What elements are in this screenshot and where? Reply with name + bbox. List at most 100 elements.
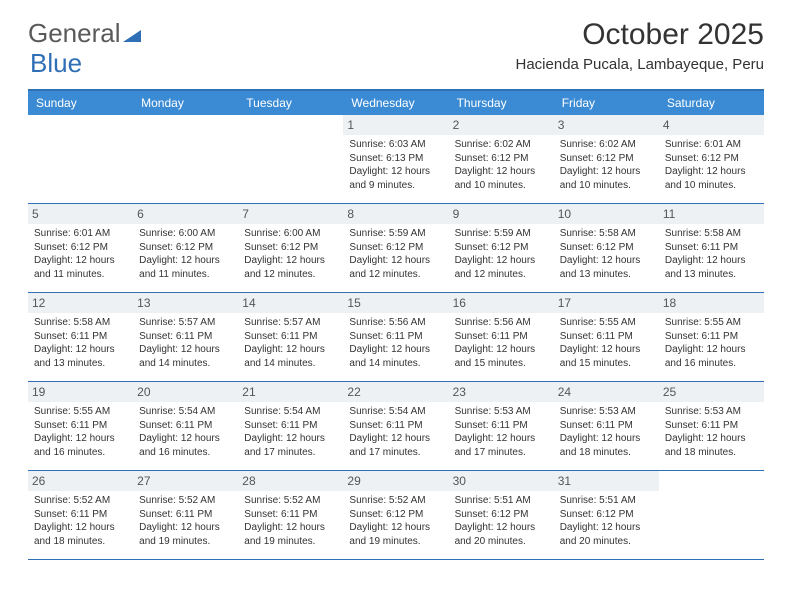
week-row: 1Sunrise: 6:03 AMSunset: 6:13 PMDaylight… <box>28 115 764 204</box>
sunrise-text: Sunrise: 5:58 AM <box>560 227 653 241</box>
dl1-text: Daylight: 12 hours <box>139 343 232 357</box>
day-number: 10 <box>554 204 659 224</box>
calendar-cell <box>238 115 343 203</box>
sunrise-text: Sunrise: 5:51 AM <box>560 494 653 508</box>
day-number: 5 <box>28 204 133 224</box>
week-row: 12Sunrise: 5:58 AMSunset: 6:11 PMDayligh… <box>28 293 764 382</box>
sunset-text: Sunset: 6:11 PM <box>244 419 337 433</box>
dayhead-monday: Monday <box>133 91 238 115</box>
day-number: 31 <box>554 471 659 491</box>
dl1-text: Daylight: 12 hours <box>665 343 758 357</box>
dl1-text: Daylight: 12 hours <box>244 254 337 268</box>
dl2-text: and 12 minutes. <box>244 268 337 282</box>
dl2-text: and 17 minutes. <box>349 446 442 460</box>
day-number: 9 <box>449 204 554 224</box>
sunset-text: Sunset: 6:11 PM <box>244 508 337 522</box>
day-number: 29 <box>343 471 448 491</box>
sunrise-text: Sunrise: 5:54 AM <box>244 405 337 419</box>
dl1-text: Daylight: 12 hours <box>34 432 127 446</box>
sunset-text: Sunset: 6:11 PM <box>34 508 127 522</box>
dl2-text: and 14 minutes. <box>244 357 337 371</box>
sunset-text: Sunset: 6:12 PM <box>139 241 232 255</box>
sunrise-text: Sunrise: 6:00 AM <box>244 227 337 241</box>
dl2-text: and 17 minutes. <box>455 446 548 460</box>
sunset-text: Sunset: 6:12 PM <box>455 152 548 166</box>
logo-text-blue: Blue <box>30 48 82 79</box>
calendar-cell: 3Sunrise: 6:02 AMSunset: 6:12 PMDaylight… <box>554 115 659 203</box>
dl2-text: and 16 minutes. <box>34 446 127 460</box>
calendar-cell: 21Sunrise: 5:54 AMSunset: 6:11 PMDayligh… <box>238 382 343 470</box>
calendar-cell: 2Sunrise: 6:02 AMSunset: 6:12 PMDaylight… <box>449 115 554 203</box>
calendar-cell: 30Sunrise: 5:51 AMSunset: 6:12 PMDayligh… <box>449 471 554 559</box>
sunrise-text: Sunrise: 5:56 AM <box>455 316 548 330</box>
sunset-text: Sunset: 6:11 PM <box>560 330 653 344</box>
sunset-text: Sunset: 6:12 PM <box>560 508 653 522</box>
dl2-text: and 15 minutes. <box>560 357 653 371</box>
calendar-cell: 7Sunrise: 6:00 AMSunset: 6:12 PMDaylight… <box>238 204 343 292</box>
sunset-text: Sunset: 6:11 PM <box>455 330 548 344</box>
calendar-cell: 4Sunrise: 6:01 AMSunset: 6:12 PMDaylight… <box>659 115 764 203</box>
week-row: 26Sunrise: 5:52 AMSunset: 6:11 PMDayligh… <box>28 471 764 560</box>
sunrise-text: Sunrise: 5:54 AM <box>349 405 442 419</box>
dl1-text: Daylight: 12 hours <box>349 343 442 357</box>
dl2-text: and 10 minutes. <box>455 179 548 193</box>
calendar-cell <box>28 115 133 203</box>
triangle-icon <box>123 18 141 49</box>
sunrise-text: Sunrise: 5:55 AM <box>34 405 127 419</box>
dayhead-saturday: Saturday <box>659 91 764 115</box>
sunset-text: Sunset: 6:11 PM <box>139 508 232 522</box>
calendar-cell: 1Sunrise: 6:03 AMSunset: 6:13 PMDaylight… <box>343 115 448 203</box>
dl2-text: and 13 minutes. <box>665 268 758 282</box>
dl1-text: Daylight: 12 hours <box>455 343 548 357</box>
sunset-text: Sunset: 6:11 PM <box>560 419 653 433</box>
dl2-text: and 18 minutes. <box>665 446 758 460</box>
day-number: 7 <box>238 204 343 224</box>
dl2-text: and 15 minutes. <box>455 357 548 371</box>
sunset-text: Sunset: 6:12 PM <box>455 241 548 255</box>
calendar-cell: 5Sunrise: 6:01 AMSunset: 6:12 PMDaylight… <box>28 204 133 292</box>
dl1-text: Daylight: 12 hours <box>455 432 548 446</box>
sunset-text: Sunset: 6:12 PM <box>455 508 548 522</box>
day-number: 28 <box>238 471 343 491</box>
page-header: General October 2025 Hacienda Pucala, La… <box>0 0 792 81</box>
calendar-cell: 23Sunrise: 5:53 AMSunset: 6:11 PMDayligh… <box>449 382 554 470</box>
dl1-text: Daylight: 12 hours <box>349 254 442 268</box>
sunrise-text: Sunrise: 5:54 AM <box>139 405 232 419</box>
dayhead-tuesday: Tuesday <box>238 91 343 115</box>
sunrise-text: Sunrise: 5:52 AM <box>34 494 127 508</box>
sunrise-text: Sunrise: 5:52 AM <box>139 494 232 508</box>
sunset-text: Sunset: 6:11 PM <box>244 330 337 344</box>
dl2-text: and 19 minutes. <box>139 535 232 549</box>
dl2-text: and 10 minutes. <box>665 179 758 193</box>
day-number: 20 <box>133 382 238 402</box>
dayhead-friday: Friday <box>554 91 659 115</box>
dl2-text: and 18 minutes. <box>560 446 653 460</box>
sunrise-text: Sunrise: 5:59 AM <box>349 227 442 241</box>
dl1-text: Daylight: 12 hours <box>560 254 653 268</box>
dl2-text: and 19 minutes. <box>349 535 442 549</box>
weeks-container: 1Sunrise: 6:03 AMSunset: 6:13 PMDaylight… <box>28 115 764 560</box>
day-header-row: Sunday Monday Tuesday Wednesday Thursday… <box>28 91 764 115</box>
sunrise-text: Sunrise: 6:01 AM <box>665 138 758 152</box>
day-number: 2 <box>449 115 554 135</box>
sunrise-text: Sunrise: 5:52 AM <box>349 494 442 508</box>
sunrise-text: Sunrise: 5:58 AM <box>34 316 127 330</box>
sunrise-text: Sunrise: 5:59 AM <box>455 227 548 241</box>
dl1-text: Daylight: 12 hours <box>665 165 758 179</box>
calendar-cell: 29Sunrise: 5:52 AMSunset: 6:12 PMDayligh… <box>343 471 448 559</box>
day-number: 17 <box>554 293 659 313</box>
day-number: 25 <box>659 382 764 402</box>
sunset-text: Sunset: 6:11 PM <box>665 241 758 255</box>
dl1-text: Daylight: 12 hours <box>139 432 232 446</box>
sunset-text: Sunset: 6:11 PM <box>34 330 127 344</box>
dl1-text: Daylight: 12 hours <box>244 432 337 446</box>
dl2-text: and 12 minutes. <box>455 268 548 282</box>
sunset-text: Sunset: 6:12 PM <box>349 508 442 522</box>
dl2-text: and 17 minutes. <box>244 446 337 460</box>
dl2-text: and 9 minutes. <box>349 179 442 193</box>
dl2-text: and 13 minutes. <box>34 357 127 371</box>
sunset-text: Sunset: 6:13 PM <box>349 152 442 166</box>
sunset-text: Sunset: 6:11 PM <box>455 419 548 433</box>
dayhead-thursday: Thursday <box>449 91 554 115</box>
sunrise-text: Sunrise: 6:01 AM <box>34 227 127 241</box>
